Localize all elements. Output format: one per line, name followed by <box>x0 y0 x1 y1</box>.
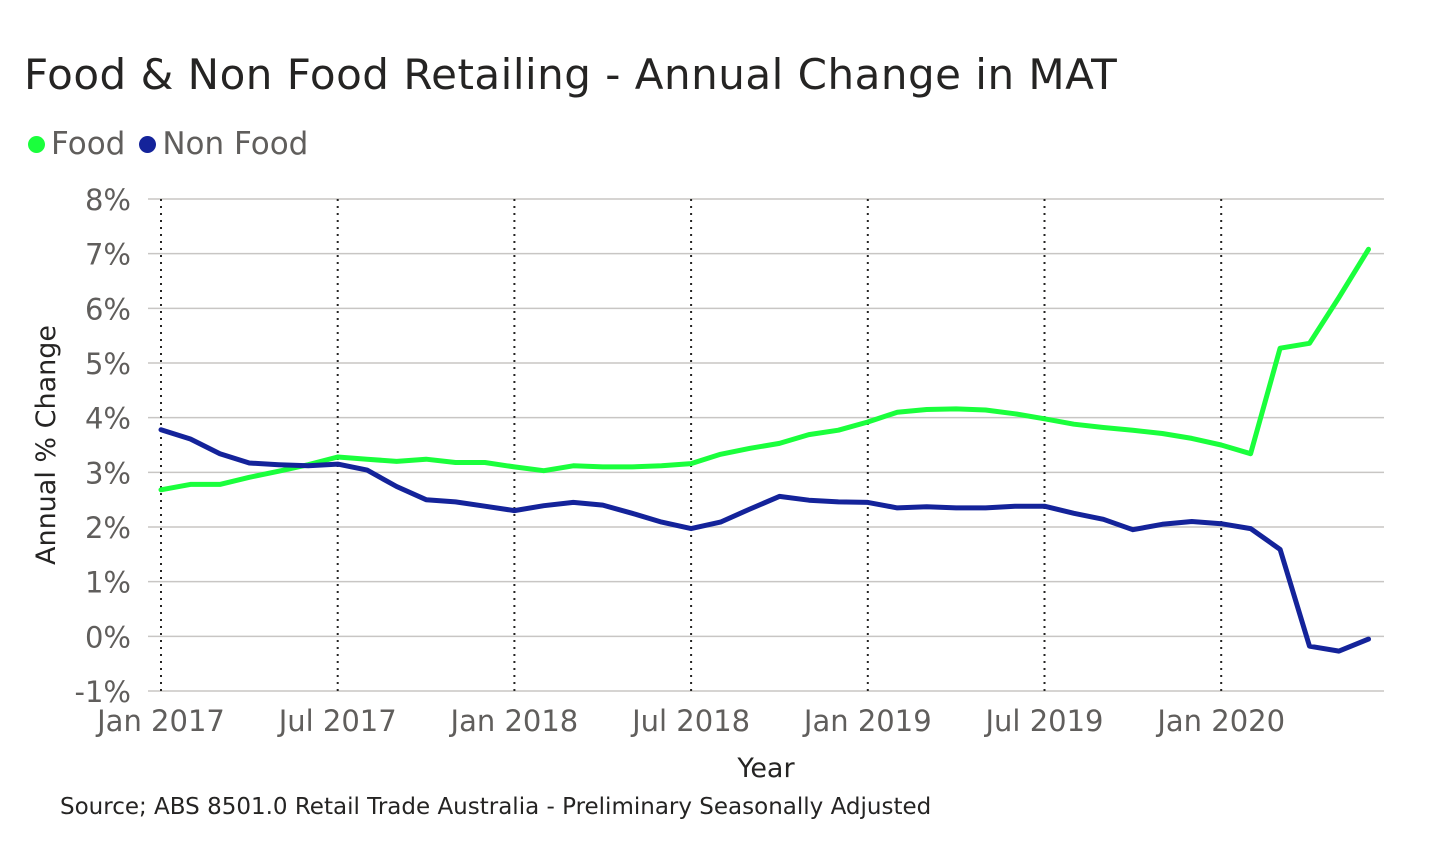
y-tick-label: 0% <box>85 620 131 654</box>
y-tick-label: 2% <box>85 511 131 545</box>
legend-item-non-food[interactable]: Non Food <box>139 126 308 162</box>
legend-label-food: Food <box>51 126 126 162</box>
y-tick-label: 3% <box>85 456 131 490</box>
y-tick-label: 4% <box>85 402 131 436</box>
legend: Food Non Food <box>28 126 322 162</box>
y-tick-label: 6% <box>85 292 131 326</box>
y-tick-label: 1% <box>85 566 131 600</box>
x-tick-label: Jan 2019 <box>802 704 932 738</box>
x-axis-title: Year <box>736 753 795 784</box>
series-line-food <box>158 246 1371 493</box>
x-tick-label: Jul 2018 <box>630 704 750 738</box>
x-tick-label: Jul 2017 <box>277 704 397 738</box>
legend-marker-food <box>28 135 45 153</box>
legend-label-non-food: Non Food <box>162 126 309 162</box>
x-tick-label: Jan 2017 <box>95 704 225 738</box>
x-tick-label: Jan 2020 <box>1155 704 1285 738</box>
y-tick-label: 5% <box>85 347 131 381</box>
y-tick-label: 7% <box>85 238 131 272</box>
y-tick-label: 8% <box>85 183 131 217</box>
legend-item-food[interactable]: Food <box>28 126 125 162</box>
x-tick-label: Jan 2018 <box>449 704 579 738</box>
x-tick-label: Jul 2019 <box>983 704 1103 738</box>
legend-marker-non-food <box>139 135 157 153</box>
chart-title: Food & Non Food Retailing - Annual Chang… <box>24 50 1118 99</box>
y-axis-title: Annual % Change <box>31 325 62 565</box>
source-note: Source; ABS 8501.0 Retail Trade Australi… <box>60 794 932 820</box>
y-tick-label: -1% <box>75 675 131 709</box>
series-line-non-food <box>158 427 1371 654</box>
